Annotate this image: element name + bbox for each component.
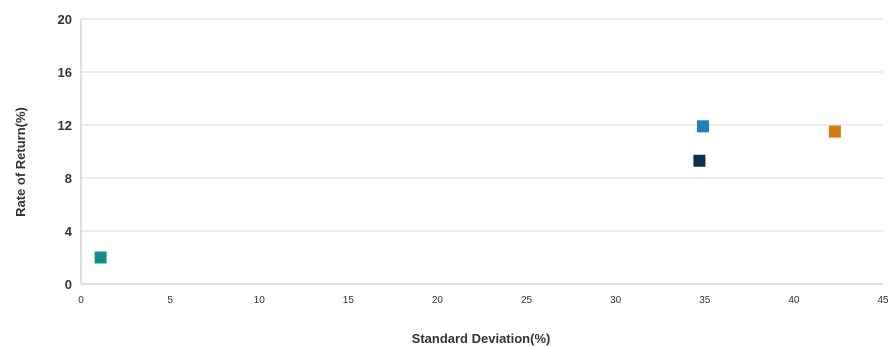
x-tick-label: 45 bbox=[877, 295, 889, 306]
data-points bbox=[94, 120, 841, 264]
x-tick-label: 25 bbox=[521, 295, 533, 306]
grid-lines bbox=[81, 18, 883, 232]
y-tick-label: 0 bbox=[65, 277, 72, 292]
data-point bbox=[696, 120, 709, 133]
y-tick-label: 4 bbox=[65, 224, 73, 239]
y-tick-labels: 0 4 8 12 16 20 bbox=[58, 12, 73, 292]
x-tick-label: 5 bbox=[167, 295, 173, 306]
y-axis-title: Rate of Return(%) bbox=[13, 107, 28, 217]
data-point bbox=[693, 154, 706, 167]
x-tick-label: 10 bbox=[254, 295, 266, 306]
data-point bbox=[94, 251, 107, 264]
x-tick-label: 40 bbox=[788, 295, 800, 306]
y-tick-label: 20 bbox=[58, 12, 72, 27]
x-tick-label: 15 bbox=[343, 295, 355, 306]
x-tick-label: 35 bbox=[699, 295, 711, 306]
y-tick-label: 8 bbox=[65, 171, 72, 186]
x-tick-labels: 0 5 10 15 20 25 30 35 40 45 bbox=[78, 295, 889, 306]
x-tick-label: 30 bbox=[610, 295, 622, 306]
axes bbox=[80, 19, 883, 285]
y-tick-label: 12 bbox=[58, 118, 72, 133]
x-axis-title: Standard Deviation(%) bbox=[412, 331, 551, 346]
data-point bbox=[828, 125, 841, 138]
x-tick-label: 20 bbox=[432, 295, 444, 306]
y-tick-label: 16 bbox=[58, 65, 72, 80]
x-tick-label: 0 bbox=[78, 295, 84, 306]
